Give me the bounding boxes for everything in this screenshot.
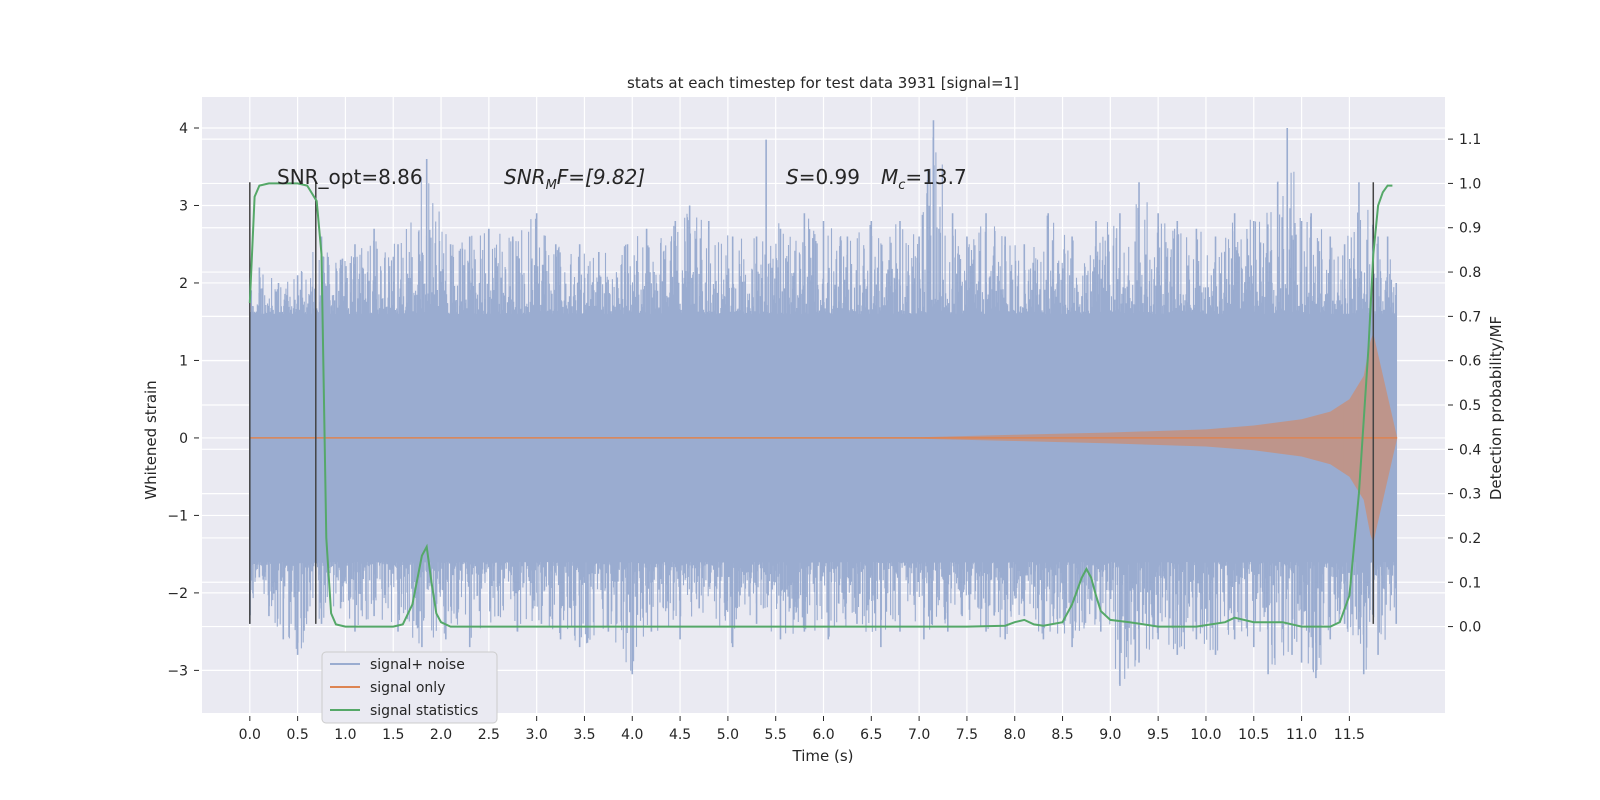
y-right-tick-label: 0.0 (1459, 620, 1481, 636)
x-tick-label: 6.0 (812, 727, 834, 743)
y-right-tick-label: 1.1 (1459, 132, 1481, 148)
x-tick-label: 9.5 (1147, 727, 1169, 743)
y-right-tick-label: 0.9 (1459, 221, 1481, 237)
y-right-tick-label: 0.3 (1459, 487, 1481, 503)
x-tick-label: 6.5 (860, 727, 882, 743)
y-right-tick-label: 0.8 (1459, 265, 1481, 281)
chart-title: stats at each timestep for test data 393… (627, 74, 1019, 92)
y-axis-label: Whitened strain (142, 380, 160, 499)
annotation-stat-tail: =0.99 (799, 165, 860, 189)
x-tick-label: 3.0 (526, 727, 548, 743)
x-tick-label: 9.0 (1099, 727, 1121, 743)
y-right-tick-label: 0.5 (1459, 398, 1481, 414)
y-tick-label: 2 (179, 276, 188, 292)
x-tick-label: 1.0 (334, 727, 356, 743)
y-right-tick-label: 1.0 (1459, 176, 1481, 192)
signal-only-series (249, 333, 1398, 543)
x-tick-label: 4.0 (621, 727, 643, 743)
x-tick-label: 0.5 (286, 727, 308, 743)
x-tick-label: 2.0 (430, 727, 452, 743)
annotation-stat: S=0.99 (786, 165, 860, 189)
y-tick-label: 1 (179, 353, 188, 369)
y-right-tick-label: 0.4 (1459, 442, 1481, 458)
annotation-stat-var: S (786, 165, 799, 189)
x-tick-label: 7.0 (908, 727, 930, 743)
y-right-tick-label: 0.1 (1459, 575, 1481, 591)
y-axis-right-ticks: 1.1 1.0 0.9 0.8 0.7 0.6 0.5 0.4 0.3 0.2 0.1 0.0 (1448, 132, 1481, 636)
y-right-tick-label: 0.2 (1459, 531, 1481, 547)
signal-statistics-line (248, 182, 1393, 628)
x-tick-label: 10.5 (1238, 727, 1269, 743)
x-tick-label: 2.5 (478, 727, 500, 743)
x-tick-label: 5.0 (717, 727, 739, 743)
x-tick-label: 1.5 (382, 727, 404, 743)
legend-label-signal-only: signal only (370, 680, 445, 696)
x-tick-label: 10.0 (1190, 727, 1221, 743)
annotation-mc-sub: c (898, 178, 905, 193)
y-tick-label: −3 (167, 663, 188, 679)
x-tick-label: 7.5 (956, 727, 978, 743)
annotation-mc-var: M (881, 165, 898, 189)
signal-statistics-series (248, 182, 1393, 628)
legend-box (321, 651, 498, 724)
y-tick-label: 3 (179, 198, 188, 214)
legend-label-signal-noise: signal+ noise (370, 657, 465, 673)
x-tick-label: 11.5 (1334, 727, 1365, 743)
annotation-mc-tail: =13.7 (905, 165, 966, 189)
y-right-tick-label: 0.6 (1459, 354, 1481, 370)
x-tick-label: 0.0 (239, 727, 261, 743)
annotation-snr-mf-tail: F=[9.82] (557, 165, 645, 189)
x-tick-label: 3.5 (573, 727, 595, 743)
x-tick-label: 4.5 (669, 727, 691, 743)
annotation-snr-mf-sub: M (546, 178, 557, 193)
annotation-mc: Mc=13.7 (881, 165, 967, 193)
x-tick-label: 8.0 (1004, 727, 1026, 743)
y-tick-label: −2 (167, 586, 188, 602)
y-axis-right-label: Detection probability/MF (1487, 316, 1505, 500)
legend: signal+ noise signal only signal statist… (321, 651, 498, 724)
y-right-tick-label: 0.7 (1459, 309, 1481, 325)
y-axis-ticks: 4 3 2 1 0 −1 −2 −3 (167, 121, 199, 679)
x-tick-label: 5.5 (765, 727, 787, 743)
annotation-snr-mf-base: SNR (504, 165, 546, 189)
x-tick-label: 8.5 (1051, 727, 1073, 743)
x-axis-label: Time (s) (792, 747, 854, 765)
y-tick-label: −1 (167, 508, 188, 524)
x-tick-label: 11.0 (1286, 727, 1317, 743)
y-tick-label: 0 (179, 431, 188, 447)
y-tick-label: 4 (179, 121, 188, 137)
annotation-snr-mf: SNRMF=[9.82] (504, 165, 645, 193)
annotation-snr-opt: SNR_opt=8.86 (277, 165, 423, 189)
legend-label-signal-statistics: signal statistics (370, 703, 478, 719)
x-axis-ticks: 0.0 0.5 1.0 1.5 2.0 2.5 3.0 3.5 4.0 4.5 5.0 5.5 6.0 6… (239, 716, 1365, 743)
